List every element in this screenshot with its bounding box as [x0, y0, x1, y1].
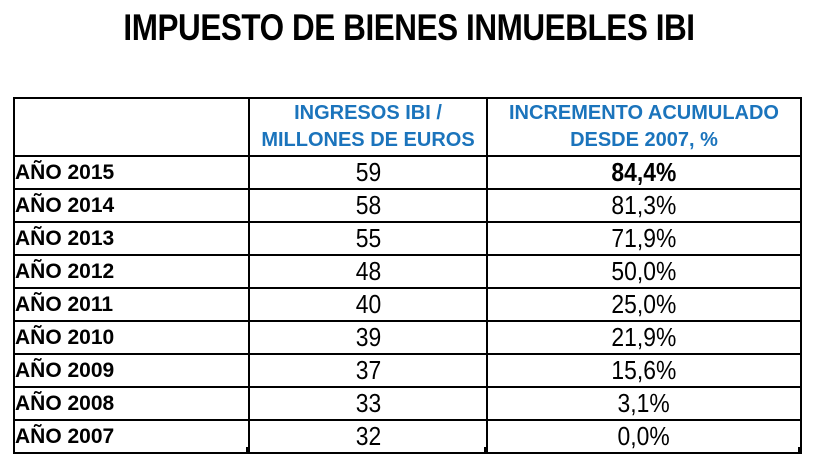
- header-cell-incremento: INCREMENTO ACUMULADO DESDE 2007, %: [486, 97, 802, 157]
- ingresos-cell: 58: [248, 188, 488, 223]
- ingresos-cell: 39: [248, 320, 488, 355]
- page-title-text: IMPUESTO DE BIENES INMUEBLES IBI: [123, 7, 696, 48]
- incremento-cell: 15,6%: [486, 353, 802, 388]
- year-cell: AÑO 2014: [13, 188, 250, 223]
- year-cell: AÑO 2013: [13, 221, 250, 256]
- year-cell: AÑO 2015: [13, 155, 250, 190]
- incremento-cell: 3,1%: [486, 386, 802, 421]
- cutoff-row-border-stub: [246, 447, 248, 452]
- ibi-table: INGRESOS IBI / MILLONES DE EUROS INCREME…: [13, 97, 802, 454]
- incremento-cell: 84,4%: [486, 155, 802, 190]
- ingresos-cell: 32: [248, 419, 488, 454]
- year-cell: AÑO 2010: [13, 320, 250, 355]
- ingresos-cell: 40: [248, 287, 488, 322]
- year-cell: AÑO 2011: [13, 287, 250, 322]
- table-row: AÑO 2009 37 15,6%: [13, 353, 802, 388]
- table-row: AÑO 2008 33 3,1%: [13, 386, 802, 421]
- incremento-cell: 21,9%: [486, 320, 802, 355]
- page-title: IMPUESTO DE BIENES INMUEBLES IBI: [0, 8, 819, 48]
- incremento-cell: 81,3%: [486, 188, 802, 223]
- year-cell: AÑO 2009: [13, 353, 250, 388]
- header-incremento-line2: DESDE 2007, %: [570, 129, 718, 151]
- table-row: AÑO 2007 32 0,0%: [13, 419, 802, 454]
- year-cell: AÑO 2007: [13, 419, 250, 454]
- header-cell-year: [13, 97, 250, 157]
- table-row: AÑO 2012 48 50,0%: [13, 254, 802, 289]
- incremento-cell: 50,0%: [486, 254, 802, 289]
- table-row: AÑO 2011 40 25,0%: [13, 287, 802, 322]
- ingresos-cell: 37: [248, 353, 488, 388]
- header-row: INGRESOS IBI / MILLONES DE EUROS INCREME…: [13, 97, 802, 157]
- header-cell-ingresos: INGRESOS IBI / MILLONES DE EUROS: [248, 97, 488, 157]
- incremento-cell: 25,0%: [486, 287, 802, 322]
- year-cell: AÑO 2012: [13, 254, 250, 289]
- ingresos-cell: 59: [248, 155, 488, 190]
- table-row: AÑO 2014 58 81,3%: [13, 188, 802, 223]
- year-cell: AÑO 2008: [13, 386, 250, 421]
- ingresos-cell: 55: [248, 221, 488, 256]
- incremento-cell: 71,9%: [486, 221, 802, 256]
- ingresos-cell: 33: [248, 386, 488, 421]
- ingresos-cell: 48: [248, 254, 488, 289]
- incremento-cell: 0,0%: [486, 419, 802, 454]
- header-incremento-line1: INCREMENTO ACUMULADO: [509, 102, 779, 124]
- header-ingresos-line2: MILLONES DE EUROS: [261, 129, 475, 151]
- table-row: AÑO 2013 55 71,9%: [13, 221, 802, 256]
- table-body: AÑO 2015 59 84,4% AÑO 2014 58 81,3% AÑO …: [13, 155, 802, 454]
- table-row: AÑO 2010 39 21,9%: [13, 320, 802, 355]
- cutoff-row-border-stub: [484, 447, 486, 452]
- table-row: AÑO 2015 59 84,4%: [13, 155, 802, 190]
- cutoff-row-border-stub: [798, 447, 800, 452]
- header-ingresos-line1: INGRESOS IBI /: [294, 102, 442, 124]
- cutoff-row-border-stub: [13, 447, 15, 452]
